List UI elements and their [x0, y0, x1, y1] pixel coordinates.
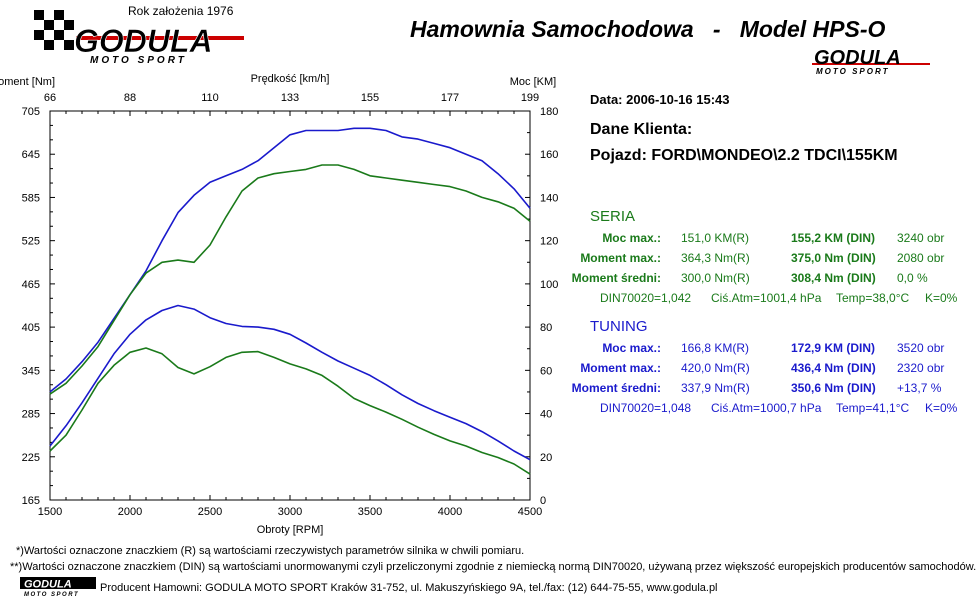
y-right-tick-label: 180 — [540, 106, 558, 118]
y-left-tick-label: 345 — [22, 365, 40, 377]
y-left-tick-label: 405 — [22, 322, 40, 334]
tuning-din-factor: DIN70020=1,048 — [600, 401, 692, 415]
seria-row-r-value: 364,3 Nm(R) — [681, 251, 750, 265]
godula-logo: GODULA MOTO SPORT — [34, 10, 244, 64]
y-right-tick-label: 100 — [540, 279, 558, 291]
top-tick-label: 66 — [44, 92, 56, 104]
x-tick-label: 1500 — [38, 506, 62, 518]
tuning-row-din-value: 436,4 Nm (DIN) — [791, 361, 876, 375]
godula-logo-small: GODULA MOTO SPORT — [812, 47, 930, 76]
y-left-tick-label: 465 — [22, 279, 40, 291]
tuning-pressure: Ciś.Atm=1000,7 hPa — [711, 401, 822, 415]
svg-text:MOTO SPORT: MOTO SPORT — [816, 67, 890, 76]
seria-row-r-value: 151,0 KM(R) — [681, 231, 750, 245]
x-tick-label: 2000 — [118, 506, 142, 518]
y-right-tick-label: 120 — [540, 236, 558, 248]
y-left-tick-label: 285 — [22, 409, 40, 421]
tuning-temperature: Temp=41,1°C — [836, 401, 910, 415]
y-left-tick-label: 525 — [22, 236, 40, 248]
top-tick-label: 110 — [201, 92, 219, 104]
y-right-tick-label: 0 — [540, 495, 546, 507]
x-tick-label: 3500 — [358, 506, 382, 518]
test-date: Data: 2006-10-16 15:43 — [590, 92, 730, 107]
series-line-tuning-torque — [49, 304, 531, 461]
top-tick-label: 199 — [521, 92, 539, 104]
tuning-row-r-value: 337,9 Nm(R) — [681, 381, 750, 395]
series-line-seria-torque — [49, 347, 531, 475]
svg-text:MOTO SPORT: MOTO SPORT — [24, 592, 79, 597]
x-tick-label: 4500 — [518, 506, 542, 518]
founded-text: Rok założenia 1976 — [128, 4, 234, 18]
client-title: Dane Klienta: — [590, 121, 693, 138]
top-tick-label: 177 — [441, 92, 459, 104]
series-line-seria-power — [49, 164, 531, 395]
y-right-tick-label: 60 — [540, 365, 552, 377]
top-tick-label: 133 — [281, 92, 299, 104]
seria-pressure: Ciś.Atm=1001,4 hPa — [711, 291, 822, 305]
producer-info: Producent Hamowni: GODULA MOTO SPORT Kra… — [100, 582, 718, 594]
y-right-tick-label: 140 — [540, 192, 558, 204]
tuning-row-label: Moc max.: — [602, 341, 661, 355]
seria-temperature: Temp=38,0°C — [836, 291, 910, 305]
seria-row-label: Moc max.: — [602, 231, 661, 245]
page-title: Hamownia Samochodowa - Model HPS-O — [410, 16, 886, 42]
x-tick-label: 4000 — [438, 506, 462, 518]
tuning-title: TUNING — [590, 318, 648, 335]
tuning-row-label: Moment średni: — [571, 381, 661, 395]
tuning-row-extra: 2320 obr — [897, 361, 945, 375]
tuning-row-extra: +13,7 % — [897, 381, 942, 395]
tuning-row-extra: 3520 obr — [897, 341, 945, 355]
tuning-row-din-value: 172,9 KM (DIN) — [791, 341, 876, 355]
checkered-flag-icon — [34, 10, 74, 50]
seria-k-factor: K=0% — [925, 291, 958, 305]
seria-row-din-value: 375,0 Nm (DIN) — [791, 251, 876, 265]
top-tick-label: 88 — [124, 92, 136, 104]
seria-title: SERIA — [590, 208, 636, 225]
top-tick-label: 155 — [361, 92, 379, 104]
y-right-tick-label: 40 — [540, 409, 552, 421]
x-tick-label: 3000 — [278, 506, 302, 518]
svg-text:GODULA: GODULA — [814, 47, 901, 69]
seria-row-din-value: 308,4 Nm (DIN) — [791, 271, 876, 285]
footnote-din: **)Wartości oznaczone znaczkiem (DIN) są… — [10, 561, 977, 573]
y-left-tick-label: 225 — [22, 452, 40, 464]
tuning-k-factor: K=0% — [925, 401, 958, 415]
top-axis-title: Prędkość [km/h] — [251, 73, 330, 85]
y-left-tick-label: 165 — [22, 495, 40, 507]
y-right-tick-label: 20 — [540, 452, 552, 464]
y-right-axis-title: Moc [KM] — [510, 76, 556, 88]
x-axis-title: Obroty [RPM] — [257, 524, 324, 536]
y-right-tick-label: 160 — [540, 149, 558, 161]
seria-row-extra: 0,0 % — [897, 271, 928, 285]
tuning-row-label: Moment max.: — [580, 361, 661, 375]
y-right-tick-label: 80 — [540, 322, 552, 334]
series-line-tuning-power — [49, 127, 531, 393]
seria-row-din-value: 155,2 KM (DIN) — [791, 231, 876, 245]
seria-row-extra: 3240 obr — [897, 231, 945, 245]
svg-text:MOTO SPORT: MOTO SPORT — [90, 55, 187, 64]
godula-logo-footer: GODULA MOTO SPORT — [20, 577, 96, 597]
x-tick-label: 2500 — [198, 506, 222, 518]
tuning-row-r-value: 166,8 KM(R) — [681, 341, 750, 355]
svg-text:GODULA: GODULA — [24, 579, 72, 591]
vehicle-info: Pojazd: FORD\MONDEO\2.2 TDCI\155KM — [590, 147, 898, 164]
seria-row-label: Moment max.: — [580, 251, 661, 265]
dyno-chart: 1500 66 2000 88 2500 110 3000 133 3500 155 4000 177… — [0, 73, 558, 536]
y-left-tick-label: 585 — [22, 192, 40, 204]
footnote-r: *)Wartości oznaczone znaczkiem (R) są wa… — [16, 545, 525, 557]
seria-row-r-value: 300,0 Nm(R) — [681, 271, 750, 285]
tuning-row-r-value: 420,0 Nm(R) — [681, 361, 750, 375]
tuning-row-din-value: 350,6 Nm (DIN) — [791, 381, 876, 395]
svg-text:GODULA: GODULA — [74, 23, 213, 59]
y-left-axis-title: Moment [Nm] — [0, 76, 55, 88]
y-left-tick-label: 645 — [22, 149, 40, 161]
seria-row-extra: 2080 obr — [897, 251, 945, 265]
y-left-tick-label: 705 — [22, 106, 40, 118]
seria-row-label: Moment średni: — [571, 271, 661, 285]
seria-din-factor: DIN70020=1,042 — [600, 291, 692, 305]
